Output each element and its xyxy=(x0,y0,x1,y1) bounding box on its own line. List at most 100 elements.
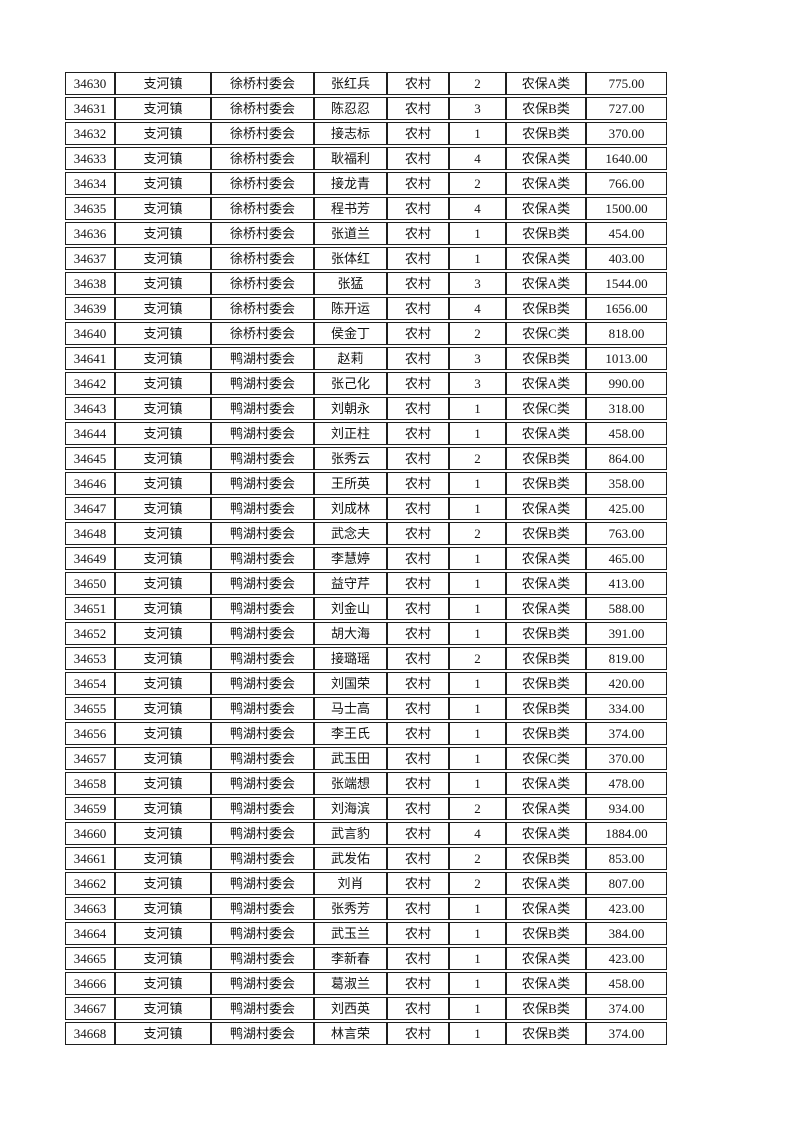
cell-person-count: 1 xyxy=(449,422,506,445)
table-row: 34652 支河镇 鸭湖村委会 胡大海 农村 1 农保B类 391.00 xyxy=(65,622,667,645)
cell-town: 支河镇 xyxy=(115,122,211,145)
table-row: 34667 支河镇 鸭湖村委会 刘西英 农村 1 农保B类 374.00 xyxy=(65,997,667,1020)
cell-amount: 384.00 xyxy=(586,922,667,945)
cell-person-name: 武言豹 xyxy=(314,822,387,845)
cell-insurance-category: 农保A类 xyxy=(506,72,586,95)
table-row: 34657 支河镇 鸭湖村委会 武玉田 农村 1 农保C类 370.00 xyxy=(65,747,667,770)
cell-person-count: 1 xyxy=(449,1022,506,1045)
cell-village-committee: 徐桥村委会 xyxy=(211,147,314,170)
cell-village-committee: 鸭湖村委会 xyxy=(211,522,314,545)
cell-record-id: 34635 xyxy=(65,197,115,220)
cell-town: 支河镇 xyxy=(115,72,211,95)
cell-insurance-category: 农保A类 xyxy=(506,272,586,295)
cell-person-count: 1 xyxy=(449,572,506,595)
cell-person-count: 4 xyxy=(449,297,506,320)
cell-amount: 727.00 xyxy=(586,97,667,120)
cell-person-count: 1 xyxy=(449,722,506,745)
cell-record-id: 34661 xyxy=(65,847,115,870)
cell-record-id: 34648 xyxy=(65,522,115,545)
cell-village-committee: 鸭湖村委会 xyxy=(211,947,314,970)
cell-insurance-category: 农保B类 xyxy=(506,672,586,695)
cell-village-committee: 鸭湖村委会 xyxy=(211,647,314,670)
cell-person-count: 2 xyxy=(449,647,506,670)
cell-person-name: 张体红 xyxy=(314,247,387,270)
cell-record-id: 34660 xyxy=(65,822,115,845)
cell-amount: 358.00 xyxy=(586,472,667,495)
table-row: 34639 支河镇 徐桥村委会 陈开运 农村 4 农保B类 1656.00 xyxy=(65,297,667,320)
cell-residence-type: 农村 xyxy=(387,897,449,920)
cell-amount: 465.00 xyxy=(586,547,667,570)
cell-village-committee: 鸭湖村委会 xyxy=(211,597,314,620)
cell-insurance-category: 农保B类 xyxy=(506,922,586,945)
cell-village-committee: 鸭湖村委会 xyxy=(211,447,314,470)
cell-person-name: 张秀芳 xyxy=(314,897,387,920)
cell-person-count: 1 xyxy=(449,122,506,145)
cell-record-id: 34638 xyxy=(65,272,115,295)
cell-insurance-category: 农保B类 xyxy=(506,847,586,870)
cell-village-committee: 鸭湖村委会 xyxy=(211,397,314,420)
cell-amount: 374.00 xyxy=(586,722,667,745)
cell-person-name: 李王氏 xyxy=(314,722,387,745)
cell-village-committee: 鸭湖村委会 xyxy=(211,672,314,695)
cell-person-name: 接璐瑶 xyxy=(314,647,387,670)
table-row: 34630 支河镇 徐桥村委会 张红兵 农村 2 农保A类 775.00 xyxy=(65,72,667,95)
cell-record-id: 34654 xyxy=(65,672,115,695)
cell-residence-type: 农村 xyxy=(387,572,449,595)
cell-person-count: 1 xyxy=(449,747,506,770)
cell-person-count: 4 xyxy=(449,147,506,170)
table-row: 34643 支河镇 鸭湖村委会 刘朝永 农村 1 农保C类 318.00 xyxy=(65,397,667,420)
table-row: 34648 支河镇 鸭湖村委会 武念夫 农村 2 农保B类 763.00 xyxy=(65,522,667,545)
cell-insurance-category: 农保B类 xyxy=(506,122,586,145)
cell-village-committee: 徐桥村委会 xyxy=(211,322,314,345)
cell-person-count: 1 xyxy=(449,947,506,970)
cell-person-name: 赵莉 xyxy=(314,347,387,370)
cell-insurance-category: 农保B类 xyxy=(506,447,586,470)
cell-town: 支河镇 xyxy=(115,772,211,795)
cell-insurance-category: 农保B类 xyxy=(506,222,586,245)
cell-residence-type: 农村 xyxy=(387,397,449,420)
cell-amount: 818.00 xyxy=(586,322,667,345)
cell-town: 支河镇 xyxy=(115,822,211,845)
cell-record-id: 34667 xyxy=(65,997,115,1020)
table-row: 34666 支河镇 鸭湖村委会 葛淑兰 农村 1 农保A类 458.00 xyxy=(65,972,667,995)
cell-village-committee: 鸭湖村委会 xyxy=(211,622,314,645)
cell-amount: 370.00 xyxy=(586,122,667,145)
cell-record-id: 34668 xyxy=(65,1022,115,1045)
cell-record-id: 34665 xyxy=(65,947,115,970)
cell-insurance-category: 农保A类 xyxy=(506,772,586,795)
benefit-roster-table: 34630 支河镇 徐桥村委会 张红兵 农村 2 农保A类 775.00 34631 支河镇 徐桥村… xyxy=(65,70,667,1047)
cell-person-count: 2 xyxy=(449,797,506,820)
cell-residence-type: 农村 xyxy=(387,947,449,970)
cell-residence-type: 农村 xyxy=(387,172,449,195)
table-row: 34656 支河镇 鸭湖村委会 李王氏 农村 1 农保B类 374.00 xyxy=(65,722,667,745)
cell-person-count: 4 xyxy=(449,822,506,845)
cell-amount: 1500.00 xyxy=(586,197,667,220)
cell-person-count: 1 xyxy=(449,472,506,495)
cell-person-name: 刘肖 xyxy=(314,872,387,895)
cell-village-committee: 徐桥村委会 xyxy=(211,97,314,120)
cell-village-committee: 徐桥村委会 xyxy=(211,72,314,95)
cell-record-id: 34646 xyxy=(65,472,115,495)
table-row: 34647 支河镇 鸭湖村委会 刘成林 农村 1 农保A类 425.00 xyxy=(65,497,667,520)
cell-record-id: 34633 xyxy=(65,147,115,170)
cell-person-name: 侯金丁 xyxy=(314,322,387,345)
cell-town: 支河镇 xyxy=(115,597,211,620)
cell-record-id: 34643 xyxy=(65,397,115,420)
cell-record-id: 34659 xyxy=(65,797,115,820)
cell-person-name: 刘正柱 xyxy=(314,422,387,445)
cell-residence-type: 农村 xyxy=(387,222,449,245)
cell-amount: 413.00 xyxy=(586,572,667,595)
cell-town: 支河镇 xyxy=(115,847,211,870)
cell-village-committee: 鸭湖村委会 xyxy=(211,822,314,845)
cell-person-name: 马士高 xyxy=(314,697,387,720)
cell-amount: 374.00 xyxy=(586,1022,667,1045)
cell-insurance-category: 农保A类 xyxy=(506,797,586,820)
table-row: 34658 支河镇 鸭湖村委会 张端想 农村 1 农保A类 478.00 xyxy=(65,772,667,795)
cell-amount: 763.00 xyxy=(586,522,667,545)
cell-person-name: 陈忍忍 xyxy=(314,97,387,120)
cell-residence-type: 农村 xyxy=(387,297,449,320)
cell-person-name: 接龙青 xyxy=(314,172,387,195)
cell-record-id: 34664 xyxy=(65,922,115,945)
cell-residence-type: 农村 xyxy=(387,422,449,445)
table-row: 34653 支河镇 鸭湖村委会 接璐瑶 农村 2 农保B类 819.00 xyxy=(65,647,667,670)
